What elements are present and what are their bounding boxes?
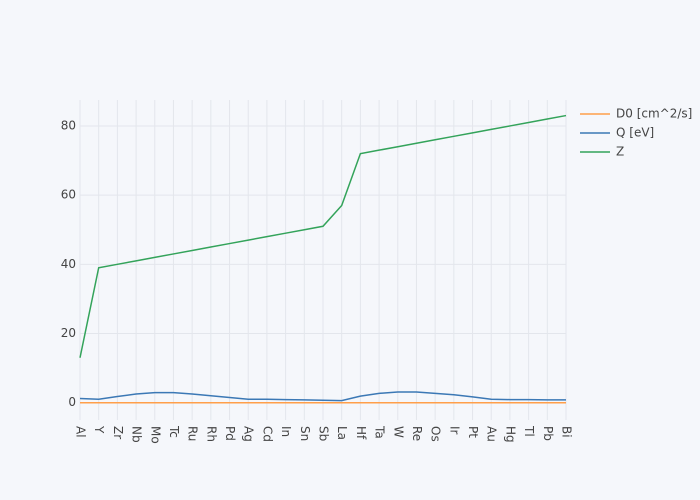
y-tick-label: 40 [61,257,76,271]
x-tick-label: Pd [223,426,237,441]
x-tick-label: Re [410,426,424,441]
x-tick-label: W [391,426,405,438]
x-tick-label: Ir [447,426,461,435]
x-tick-label: Os [429,426,443,442]
x-tick-label: Hg [503,426,517,443]
x-tick-label: Ta [373,425,387,439]
x-tick-label: Tc [167,425,181,438]
x-tick-label: Al [74,426,88,438]
x-tick-label: Rh [204,426,218,442]
x-tick-label: Ag [242,426,256,442]
x-tick-label: Sn [298,426,312,441]
x-tick-label: Ru [186,426,200,441]
y-tick-label: 80 [61,118,76,132]
x-tick-label: Mo [148,426,162,444]
x-tick-label: In [279,426,293,437]
x-tick-label: Pb [541,426,555,441]
y-tick-label: 20 [61,326,76,340]
x-tick-label: Cd [260,426,274,442]
x-tick-label: Zr [111,426,125,439]
y-tick-label: 0 [68,395,76,409]
x-tick-label: Y [92,425,106,434]
x-tick-label: La [335,426,349,440]
x-tick-label: Bi [560,426,574,438]
x-tick-label: Au [485,426,499,442]
series-line [79,114,567,358]
x-tick-label: Nb [130,426,144,443]
y-tick-label: 60 [61,188,76,202]
legend-label: Q [eV] [616,126,654,140]
legend-label: Z [616,145,624,159]
legend-label: D0 [cm^2/s] [616,107,692,121]
series-line [79,391,566,402]
x-tick-label: Hf [354,426,368,440]
x-tick-label: Tl [522,425,536,437]
x-tick-label: Sb [317,426,331,441]
x-tick-label: Pt [466,426,480,438]
